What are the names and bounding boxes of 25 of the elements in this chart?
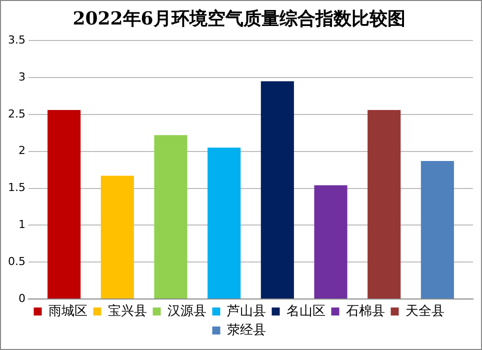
legend-label: 芦山县: [226, 304, 266, 319]
y-tick-label: 0.5: [8, 254, 26, 268]
legend-label: 荥经县: [226, 322, 266, 338]
legend-label: 名山区: [286, 304, 326, 319]
legend-label: 石棉县: [346, 304, 385, 319]
y-tick-label: 2.5: [8, 107, 26, 120]
bar: [100, 176, 134, 298]
bar: [260, 81, 294, 298]
legend-label: 汉源县: [167, 304, 206, 319]
legend-label: 宝兴县: [108, 302, 147, 319]
y-tick-label: 0: [18, 292, 26, 305]
y-tick-label: 3.5: [8, 33, 26, 46]
bar: [154, 135, 188, 298]
y-tick-label: 1: [18, 218, 26, 232]
chart-title: 2022年6月环境空气质量综合指数比较图: [72, 8, 406, 30]
y-tick-label: 2: [18, 144, 26, 158]
bar: [48, 110, 81, 298]
legend-label: 雨城区: [48, 304, 88, 319]
legend-label: 天全县: [405, 304, 444, 319]
y-tick-label: 1.5: [8, 181, 26, 194]
bar: [208, 148, 241, 298]
bar: [420, 160, 454, 298]
bar: [368, 110, 401, 298]
bar: [314, 185, 348, 298]
y-tick-label: 3: [18, 70, 26, 84]
